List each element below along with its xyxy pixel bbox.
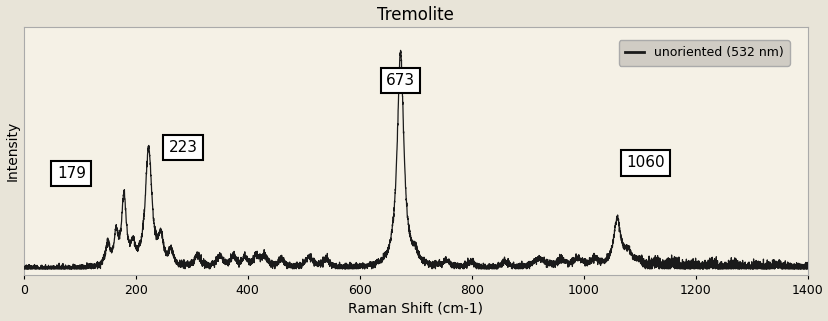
Text: 673: 673 bbox=[386, 73, 415, 88]
X-axis label: Raman Shift (cm-1): Raman Shift (cm-1) bbox=[348, 301, 483, 316]
Legend: unoriented (532 nm): unoriented (532 nm) bbox=[618, 40, 788, 66]
Text: 1060: 1060 bbox=[625, 155, 664, 170]
Text: 223: 223 bbox=[169, 140, 198, 155]
Title: Tremolite: Tremolite bbox=[377, 5, 454, 23]
Text: 179: 179 bbox=[57, 166, 86, 181]
Y-axis label: Intensity: Intensity bbox=[6, 121, 20, 181]
